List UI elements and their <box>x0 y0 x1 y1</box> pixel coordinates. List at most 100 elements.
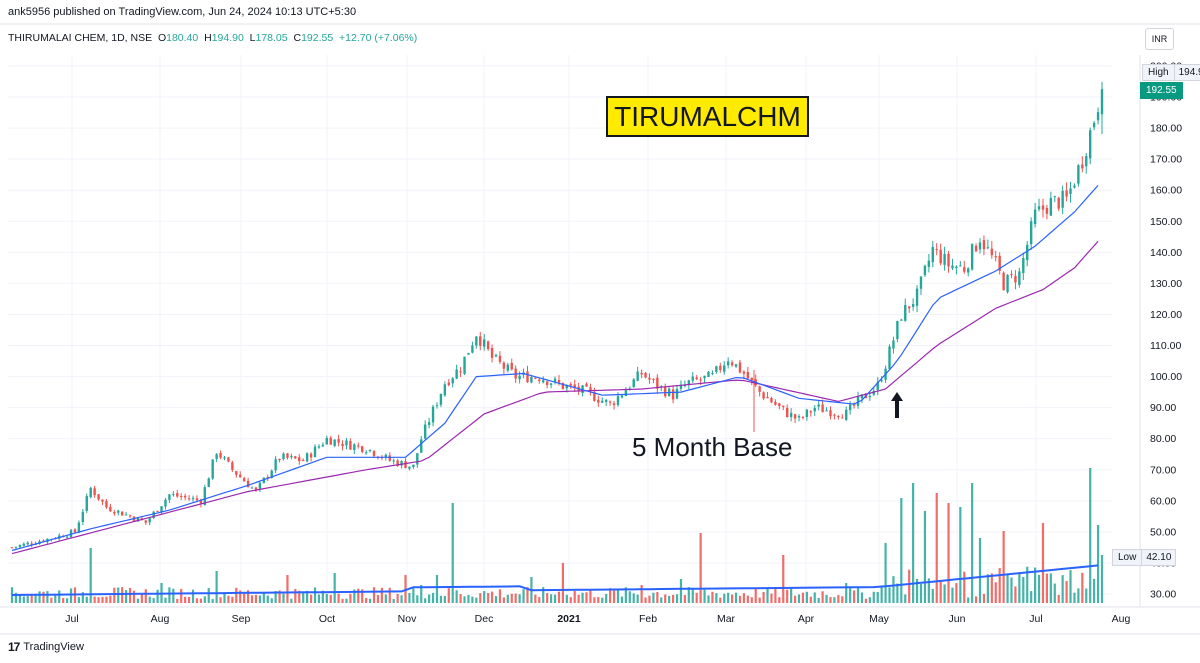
candlesticks <box>10 81 1104 550</box>
volume-bar <box>817 597 820 603</box>
moving-averages <box>11 184 1099 555</box>
candle-body <box>986 247 990 249</box>
volume-bar <box>982 593 986 603</box>
candle-body <box>762 392 765 399</box>
candle-body <box>833 414 836 416</box>
candle-body <box>1014 275 1017 283</box>
volume-bar <box>1093 578 1096 603</box>
volume-bar <box>262 593 265 603</box>
low-value: 178.05 <box>255 32 288 44</box>
y-tick-label: 160.00 <box>1150 185 1182 197</box>
candle-body <box>927 260 931 267</box>
volume-bar <box>247 590 250 603</box>
currency-button[interactable]: INR <box>1145 28 1174 50</box>
candle-body <box>172 494 175 496</box>
y-tick-label: 120.00 <box>1150 309 1182 321</box>
volume-bar <box>38 591 41 603</box>
volume-bar <box>1081 572 1084 603</box>
volume-bar <box>931 588 934 603</box>
candle-body <box>841 417 844 419</box>
candle-body <box>219 452 222 458</box>
candle-body <box>526 371 529 383</box>
x-tick-label: Mar <box>717 613 736 625</box>
candle-body <box>294 456 297 459</box>
candle-body <box>435 405 439 407</box>
candle-body <box>1041 205 1045 210</box>
y-tick-label: 70.00 <box>1150 464 1176 476</box>
candle-body <box>113 512 116 514</box>
volume-bar <box>927 578 930 603</box>
published-header: ank5956 published on TradingView.com, Ju… <box>8 6 357 18</box>
volume-bar <box>463 596 466 603</box>
candle-body <box>766 397 769 399</box>
volume-bar <box>593 597 596 603</box>
x-tick-label: Jul <box>1029 613 1042 625</box>
volume-bar <box>589 589 592 603</box>
volume-bar <box>77 597 80 603</box>
volume-bar <box>892 576 895 603</box>
volume-bar <box>223 593 226 603</box>
volume-bar <box>487 592 490 603</box>
volume-bar <box>400 595 403 603</box>
volume-bar <box>585 592 588 603</box>
arrow-up-icon <box>891 392 903 418</box>
tradingview-logo-icon: 17 <box>8 640 20 654</box>
volume-bar <box>443 595 446 603</box>
volume-bar <box>1006 573 1009 603</box>
volume-bar <box>1045 573 1049 603</box>
candle-body <box>1006 274 1009 293</box>
volume-bar <box>510 593 513 603</box>
volume-bar <box>601 597 604 603</box>
candle-body <box>1010 274 1013 276</box>
candle-body <box>451 378 454 384</box>
volume-bar <box>62 598 65 603</box>
candle-body <box>388 455 391 461</box>
candle-body <box>101 499 104 502</box>
volume-bar <box>652 592 655 603</box>
volume-bar <box>10 587 14 603</box>
volume-bar <box>50 597 53 603</box>
candle-body <box>203 487 207 505</box>
x-tick-label: Jul <box>65 613 78 625</box>
volume-bar <box>26 596 29 603</box>
y-tick-label: 100.00 <box>1150 371 1182 383</box>
candle-body <box>250 487 254 489</box>
candle-body <box>750 377 753 381</box>
volume-bar <box>624 587 627 603</box>
candle-body <box>994 256 997 258</box>
volume-bar <box>762 591 765 603</box>
volume-bar <box>699 533 702 603</box>
candle-body <box>207 478 210 488</box>
volume-bar <box>951 587 954 603</box>
candle-body <box>589 387 592 391</box>
y-tick-label: 90.00 <box>1150 402 1176 414</box>
volume-bar <box>797 594 801 603</box>
volume-bar <box>746 595 749 603</box>
candle-body <box>160 506 163 513</box>
candle-body <box>14 546 18 548</box>
candle-body <box>793 414 797 419</box>
volume-bar <box>998 568 1001 603</box>
candle-body <box>337 439 340 443</box>
volume-bar <box>152 598 155 603</box>
x-tick-label: Apr <box>798 613 815 625</box>
volume-bar <box>1037 574 1041 603</box>
candle-body <box>109 506 112 512</box>
volume-bar <box>1034 567 1037 603</box>
volume-bar <box>1100 555 1104 603</box>
volume-bar <box>329 594 332 603</box>
volume-bar <box>1026 566 1029 603</box>
candle-body <box>309 453 313 458</box>
volume-bar <box>349 593 352 603</box>
volume-bar <box>140 593 143 603</box>
volume-bar <box>841 596 844 603</box>
candle-body <box>608 401 612 403</box>
candle-body <box>246 480 250 488</box>
y-tick-label: 110.00 <box>1150 340 1181 352</box>
candle-body <box>959 265 962 267</box>
volume-bar <box>577 594 580 603</box>
volume-bar <box>211 598 214 603</box>
volume-bar <box>813 592 816 603</box>
low-tag-value: 42.10 <box>1142 549 1177 566</box>
